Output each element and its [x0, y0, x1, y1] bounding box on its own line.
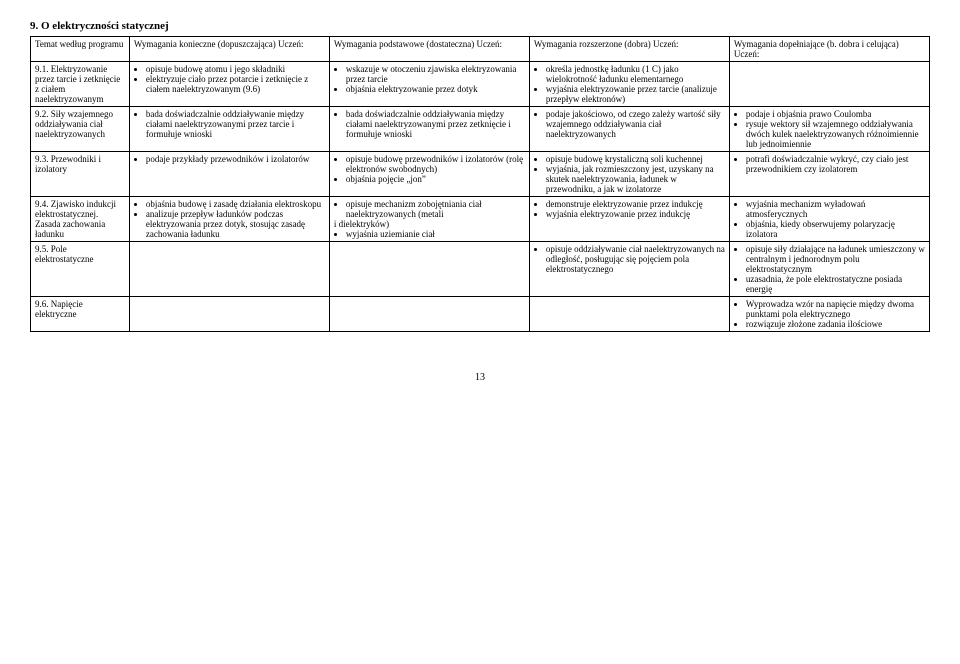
requirements-table: Temat według programu Wymagania konieczn…	[30, 36, 930, 332]
header-req-basic: Wymagania konieczne (dopuszczająca) Ucze…	[129, 37, 329, 62]
list-item: opisuje budowę krystaliczną soli kuchenn…	[546, 154, 725, 164]
list-item: opisuje budowę przewodników i izolatorów…	[346, 154, 525, 174]
list-item: objaśnia, kiedy obserwujemy polaryzację …	[746, 219, 925, 239]
cell-req2: opisuje mechanizm zobojętniania ciał nae…	[329, 197, 529, 242]
list-item: rozwiązuje złożone zadania ilościowe	[746, 319, 925, 329]
cell-topic: 9.2. Siły wzajemnego oddziaływania ciał …	[31, 107, 130, 152]
cell-req4: podaje i objaśnia prawo Coulombarysuje w…	[729, 107, 929, 152]
list-item: objaśnia elektryzowanie przez dotyk	[346, 84, 525, 94]
header-req-sufficient: Wymagania podstawowe (dostateczna) Uczeń…	[329, 37, 529, 62]
list-item: potrafi doświadczalnie wykryć, czy ciało…	[746, 154, 925, 174]
cell-req4: wyjaśnia mechanizm wyładowań atmosferycz…	[729, 197, 929, 242]
cell-req4	[729, 62, 929, 107]
header-req-excellent: Wymagania dopełniające (b. dobra i celuj…	[729, 37, 929, 62]
cell-req1: podaje przykłady przewodników i izolator…	[129, 152, 329, 197]
list-item: podaje jakościowo, od czego zależy warto…	[546, 109, 725, 139]
cell-req3: podaje jakościowo, od czego zależy warto…	[529, 107, 729, 152]
list-item: Wyprowadza wzór na napięcie między dwoma…	[746, 299, 925, 319]
list-item: wyjaśnia mechanizm wyładowań atmosferycz…	[746, 199, 925, 219]
cell-req2: wskazuje w otoczeniu zjawiska elektryzow…	[329, 62, 529, 107]
header-req-good: Wymagania rozszerzone (dobra) Uczeń:	[529, 37, 729, 62]
cell-req2	[329, 297, 529, 332]
cell-req2: bada doświadczalnie oddziaływania między…	[329, 107, 529, 152]
list-item: objaśnia budowę i zasadę działania elekt…	[146, 199, 325, 209]
cell-req1: bada doświadczalnie oddziaływanie między…	[129, 107, 329, 152]
table-row: 9.2. Siły wzajemnego oddziaływania ciał …	[31, 107, 930, 152]
list-item: uzasadnia, że pole elektrostatyczne posi…	[746, 274, 925, 294]
cell-req3: demonstruje elektryzowanie przez indukcj…	[529, 197, 729, 242]
table-row: 9.5. Pole elektrostatyczne opisuje oddzia…	[31, 242, 930, 297]
cell-req2	[329, 242, 529, 297]
list-item: opisuje budowę atomu i jego składniki	[146, 64, 325, 74]
cell-req1: opisuje budowę atomu i jego składnikiele…	[129, 62, 329, 107]
cell-req1: objaśnia budowę i zasadę działania elekt…	[129, 197, 329, 242]
list-item: wskazuje w otoczeniu zjawiska elektryzow…	[346, 64, 525, 84]
list-item: bada doświadczalnie oddziaływanie między…	[146, 109, 325, 139]
cell-req2: opisuje budowę przewodników i izolatorów…	[329, 152, 529, 197]
cell-req1	[129, 297, 329, 332]
cell-req4: opisuje siły działające na ładunek umies…	[729, 242, 929, 297]
cell-req4: Wyprowadza wzór na napięcie między dwoma…	[729, 297, 929, 332]
list-item: opisuje siły działające na ładunek umies…	[746, 244, 925, 274]
table-header-row: Temat według programu Wymagania konieczn…	[31, 37, 930, 62]
cell-topic: 9.5. Pole elektrostatyczne	[31, 242, 130, 297]
list-item: wyjaśnia, jak rozmieszczony jest, uzyska…	[546, 164, 725, 194]
cell-topic: 9.6. Napięcie elektryczne	[31, 297, 130, 332]
cell-req3: określa jednostkę ładunku (1 C) jako wie…	[529, 62, 729, 107]
list-item: bada doświadczalnie oddziaływania między…	[346, 109, 525, 139]
list-item: opisuje oddziaływanie ciał naelektryzowa…	[546, 244, 725, 274]
list-item: podaje i objaśnia prawo Coulomba	[746, 109, 925, 119]
chapter-title: 9. O elektryczności statycznej	[30, 20, 930, 32]
header-topic: Temat według programu	[31, 37, 130, 62]
list-item: objaśnia pojęcie „jon”	[346, 174, 525, 184]
table-row: 9.6. Napięcie elektryczne Wyprowadza wzór…	[31, 297, 930, 332]
page-number: 13	[30, 372, 930, 383]
cell-req3: opisuje oddziaływanie ciał naelektryzowa…	[529, 242, 729, 297]
list-item: analizuje przepływ ładunków podczas elek…	[146, 209, 325, 239]
cell-topic: 9.3. Przewodniki i izolatory	[31, 152, 130, 197]
list-item: określa jednostkę ładunku (1 C) jako wie…	[546, 64, 725, 84]
table-row: 9.4. Zjawisko indukcji elektrostatycznej…	[31, 197, 930, 242]
cell-topic: 9.4. Zjawisko indukcji elektrostatycznej…	[31, 197, 130, 242]
table-row: 9.1. Elektryzowanie przez tarcie i zetkn…	[31, 62, 930, 107]
list-item: demonstruje elektryzowanie przez indukcj…	[546, 199, 725, 209]
cell-req4: potrafi doświadczalnie wykryć, czy ciało…	[729, 152, 929, 197]
cell-req3: opisuje budowę krystaliczną soli kuchenn…	[529, 152, 729, 197]
list-item: wyjaśnia elektryzowanie przez indukcję	[546, 209, 725, 219]
list-item: rysuje wektory sił wzajemnego oddziaływa…	[746, 119, 925, 149]
list-item: elektryzuje ciało przez potarcie i zetkn…	[146, 74, 325, 94]
cell-req3	[529, 297, 729, 332]
list-item: wyjaśnia elektryzowanie przez tarcie (an…	[546, 84, 725, 104]
cell-req1	[129, 242, 329, 297]
list-item: podaje przykłady przewodników i izolator…	[146, 154, 325, 164]
cell-topic: 9.1. Elektryzowanie przez tarcie i zetkn…	[31, 62, 130, 107]
table-row: 9.3. Przewodniki i izolatory podaje przyk…	[31, 152, 930, 197]
